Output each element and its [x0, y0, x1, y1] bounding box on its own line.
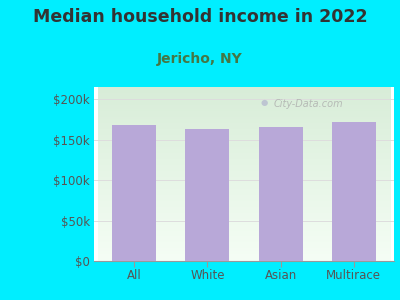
Bar — [186, 129, 229, 261]
Text: Median household income in 2022: Median household income in 2022 — [33, 8, 367, 26]
Text: Jericho, NY: Jericho, NY — [157, 52, 243, 67]
Bar — [332, 122, 376, 261]
Bar — [112, 125, 156, 261]
Text: ●: ● — [260, 98, 268, 107]
Bar — [259, 128, 302, 261]
Text: City-Data.com: City-Data.com — [274, 99, 344, 109]
